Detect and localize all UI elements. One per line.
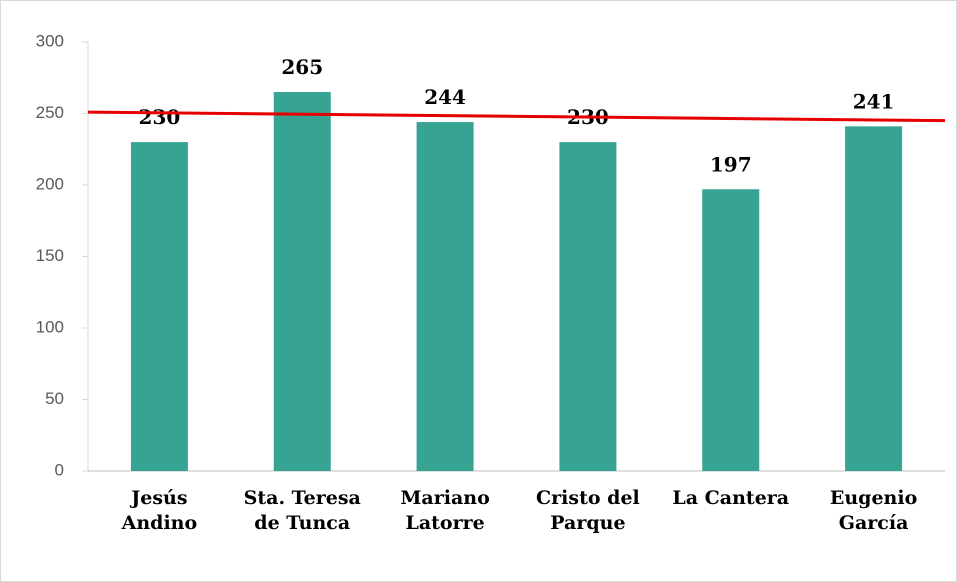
y-tick-label: 250 xyxy=(36,103,64,122)
x-tick-label: Sta. Teresa de Tunca xyxy=(243,487,361,534)
x-tick-label: Mariano Latorre xyxy=(400,487,490,534)
x-tick-label: Cristo del Parque xyxy=(536,487,640,534)
data-label: 265 xyxy=(281,55,323,79)
bar xyxy=(130,142,188,471)
data-label: 230 xyxy=(139,105,181,129)
bar xyxy=(416,122,474,471)
y-tick-label: 100 xyxy=(36,317,64,336)
bar xyxy=(702,189,760,472)
data-label: 197 xyxy=(710,152,752,176)
y-tick-label: 50 xyxy=(45,389,64,408)
bar xyxy=(273,92,331,472)
bar xyxy=(559,142,617,471)
bar xyxy=(845,126,903,472)
data-label: 241 xyxy=(853,89,895,113)
reference-line xyxy=(87,110,946,123)
y-tick-label: 200 xyxy=(36,174,64,193)
x-tick-label: Jesús Andino xyxy=(121,487,198,534)
y-tick-label: 150 xyxy=(36,246,64,265)
x-tick-label: Eugenio García xyxy=(829,487,918,534)
y-tick-label: 300 xyxy=(36,31,64,50)
y-tick-label: 0 xyxy=(55,460,64,479)
data-label: 244 xyxy=(424,85,466,109)
x-tick-label: La Cantera xyxy=(672,487,790,509)
